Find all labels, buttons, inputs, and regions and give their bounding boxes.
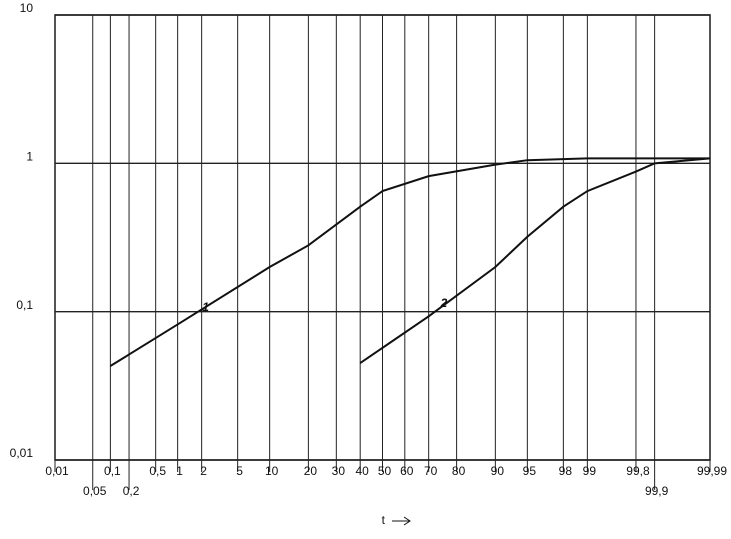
x-tick-label: 2 [200, 464, 207, 478]
series-label: 2 [440, 296, 448, 310]
series-line [109, 157, 710, 367]
axis-arrow [392, 516, 411, 526]
x-tick-label: 0,05 [83, 484, 107, 498]
x-tick-label: 99,8 [626, 464, 650, 478]
x-tick-label: 99 [583, 464, 597, 478]
x-tick-label: 20 [304, 464, 318, 478]
x-tick-label: 0,2 [123, 484, 140, 498]
series-line [359, 157, 711, 364]
x-tick-label: 30 [332, 464, 346, 478]
x-tick-label: 50 [378, 464, 392, 478]
x-tick-label: 80 [452, 464, 466, 478]
series-label: 1 [202, 300, 209, 314]
x-tick-label: 40 [356, 464, 370, 478]
y-tick-label: 1 [26, 150, 33, 164]
x-tick-label: 99,99 [697, 464, 727, 478]
y-tick-label: 0,01 [10, 446, 34, 460]
x-tick-label: 10 [265, 464, 279, 478]
x-axis-label: t [382, 513, 386, 527]
y-tick-label: 10 [20, 1, 34, 15]
x-tick-label: 90 [491, 464, 505, 478]
x-tick-label: 99,9 [645, 484, 669, 498]
x-tick-label: 60 [400, 464, 414, 478]
x-tick-label: 70 [424, 464, 438, 478]
x-tick-label: 1 [176, 464, 183, 478]
x-tick-label: 5 [236, 464, 243, 478]
x-tick-label: 0,1 [104, 464, 121, 478]
x-tick-label: 0,01 [45, 464, 69, 478]
x-tick-label: 98 [559, 464, 573, 478]
x-tick-label: 95 [523, 464, 537, 478]
x-tick-label: 0,5 [149, 464, 166, 478]
y-tick-label: 0,1 [16, 298, 33, 312]
